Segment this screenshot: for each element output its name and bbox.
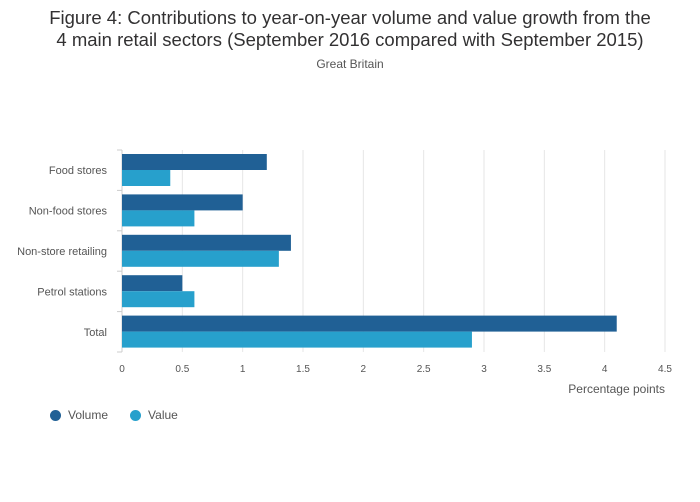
chart-subtitle: Great Britain <box>316 57 384 71</box>
legend-item-volume[interactable]: Volume <box>50 408 108 422</box>
x-tick-label: 0.5 <box>175 364 189 375</box>
bar-value <box>122 331 472 348</box>
bar-volume <box>122 275 183 292</box>
category-label: Non-food stores <box>29 206 108 218</box>
chart-title: Figure 4: Contributions to year-on-year … <box>0 7 700 51</box>
x-tick-label: 1.5 <box>296 364 310 375</box>
category-label: Petrol stations <box>37 286 107 298</box>
legend-label-volume: Volume <box>68 408 109 422</box>
bar-volume <box>122 154 267 170</box>
bar-volume <box>122 234 291 251</box>
bar-value <box>122 170 171 186</box>
x-axis-label: Percentage points <box>568 382 665 396</box>
x-tick-label: 1 <box>240 364 246 375</box>
x-tick-label: 3.5 <box>537 364 551 375</box>
x-tick-label: 4 <box>602 364 608 375</box>
x-tick-label: 2.5 <box>417 364 431 375</box>
x-tick-label: 3 <box>481 364 487 375</box>
bar-value <box>122 291 195 308</box>
x-tick-label: 4.5 <box>658 364 672 375</box>
legend-item-value[interactable]: Value <box>130 408 178 422</box>
legend: Volume Value <box>50 408 200 422</box>
legend-marker-value <box>130 409 142 421</box>
bar-volume <box>122 194 243 211</box>
bar-value <box>122 250 279 267</box>
bar-value <box>122 210 195 227</box>
legend-marker-volume <box>50 409 61 421</box>
category-label: Non-store retailing <box>17 246 107 258</box>
category-label: Food stores <box>49 165 108 177</box>
x-tick-label: 2 <box>361 364 367 375</box>
x-tick-label: 0 <box>119 364 125 375</box>
category-label: Total <box>84 327 107 339</box>
bar-volume <box>122 315 617 332</box>
legend-label-value: Value <box>148 408 178 422</box>
chart-title-line-2: 4 main retail sectors (September 2016 co… <box>56 29 644 50</box>
chart-title-line-1: Figure 4: Contributions to year-on-year … <box>49 7 651 28</box>
